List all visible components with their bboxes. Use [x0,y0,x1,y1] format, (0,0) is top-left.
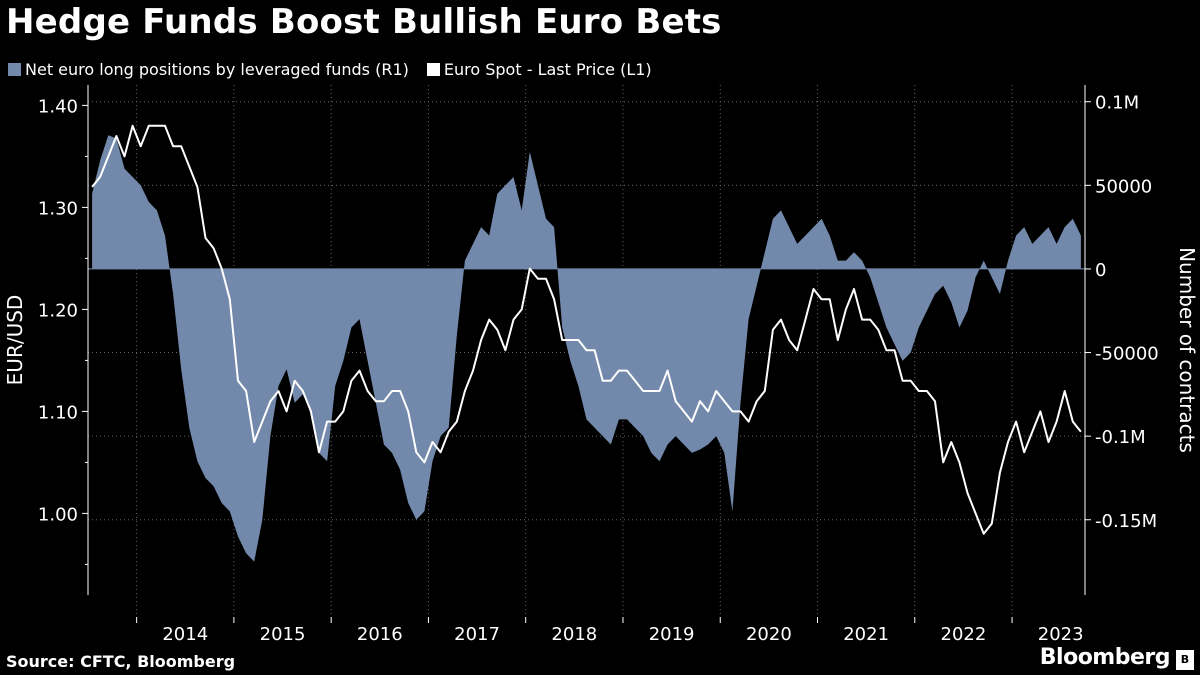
x-tick-label-2020: 2020 [746,624,792,645]
legend: Net euro long positions by leveraged fun… [8,60,652,79]
series-line-euro-spot [91,124,1082,535]
source-note: Source: CFTC, Bloomberg [6,652,236,671]
right-tick-label-1: 50000 [1095,176,1152,197]
x-tick-label-2023: 2023 [1038,624,1084,645]
x-tick-label-2022: 2022 [941,624,987,645]
right-tick-label-4: -0.1M [1095,427,1146,448]
brand-logo: Bloomberg [1039,645,1171,670]
x-tick-label-2018: 2018 [551,624,597,645]
left-axis-label: EUR/USD [3,295,27,386]
left-tick-label-1: 1.10 [38,402,78,423]
right-tick-label-0: 0.1M [1095,93,1139,114]
x-tick-label-2014: 2014 [162,624,208,645]
x-tick-label-2015: 2015 [260,624,306,645]
x-tick-label-2016: 2016 [357,624,403,645]
series-area-positions [92,135,1081,562]
right-axis-label: Number of contracts [1175,247,1199,453]
legend-item-spot: Euro Spot - Last Price (L1) [426,60,652,79]
x-tick-label-2017: 2017 [454,624,500,645]
left-tick-label-3: 1.30 [38,198,78,219]
legend-swatch-line [426,63,440,76]
legend-swatch-bars [8,63,21,76]
x-tick-label-2019: 2019 [649,624,695,645]
right-tick-label-5: -0.15M [1095,511,1157,532]
left-tick-label-4: 1.40 [38,96,78,117]
legend-label-positions: Net euro long positions by leveraged fun… [25,60,409,79]
legend-item-positions: Net euro long positions by leveraged fun… [8,60,409,79]
left-tick-label-2: 1.20 [38,300,78,321]
chart-title: Hedge Funds Boost Bullish Euro Bets [6,2,722,42]
right-tick-label-2: 0 [1095,260,1106,281]
left-tick-label-0: 1.00 [38,504,78,525]
x-tick-label-2021: 2021 [843,624,889,645]
legend-label-spot: Euro Spot - Last Price (L1) [443,60,652,79]
right-tick-label-3: -50000 [1095,344,1159,365]
brand-badge-icon: B [1176,650,1194,670]
